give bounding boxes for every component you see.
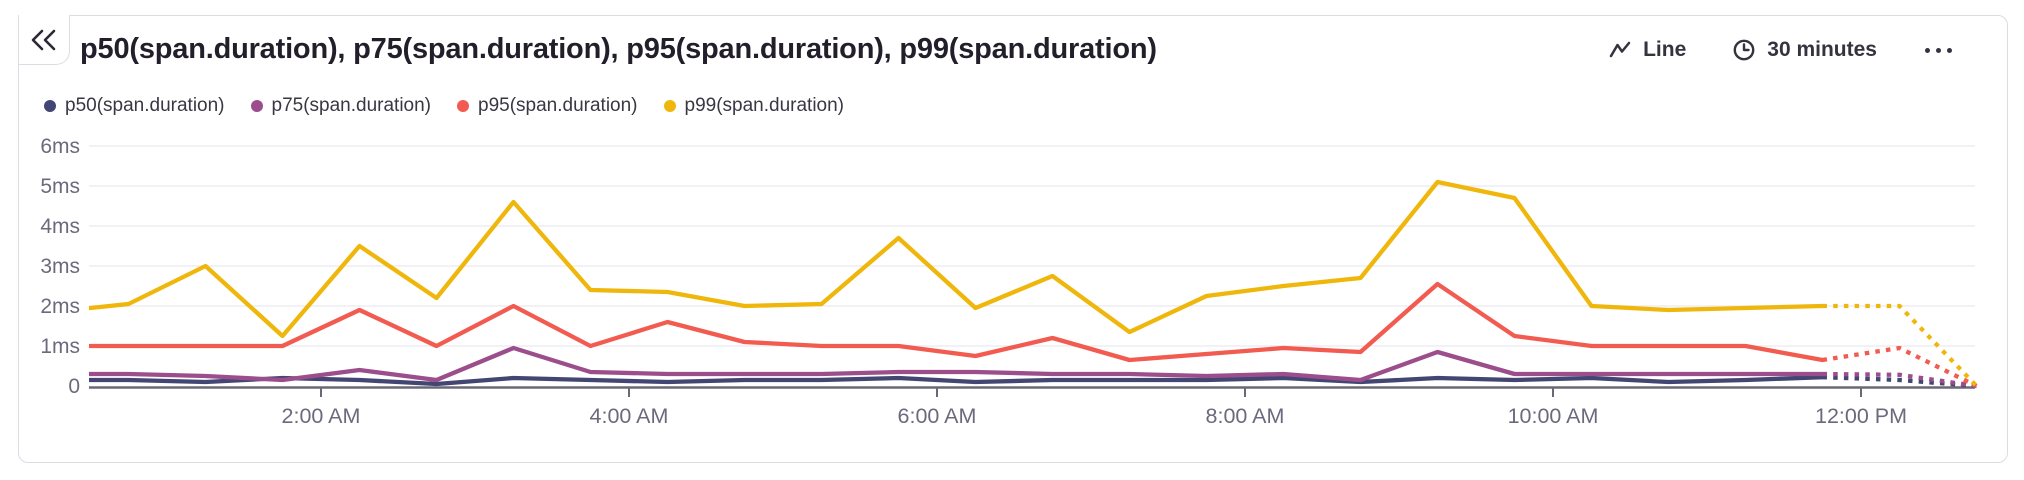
chart-area: 0 1ms 2ms 3ms 4ms 5ms 6ms 2:00 AM 4:00 AM 6:00 AM… — [18, 123, 2008, 443]
svg-text:3ms: 3ms — [40, 255, 80, 278]
svg-text:8:00 AM: 8:00 AM — [1206, 404, 1285, 428]
svg-text:6ms: 6ms — [40, 135, 80, 158]
svg-text:12:00 PM: 12:00 PM — [1815, 404, 1907, 428]
collapse-sidebar-button[interactable] — [18, 15, 70, 65]
svg-text:2:00 AM: 2:00 AM — [282, 404, 361, 428]
svg-text:10:00 AM: 10:00 AM — [1508, 404, 1599, 428]
chart-legend: p50(span.duration) p75(span.duration) p95(… — [44, 95, 844, 117]
legend-item-p99(span.duration)[interactable]: p99(span.duration) — [663, 95, 845, 117]
svg-text:1ms: 1ms — [40, 335, 80, 358]
line-p50(span.duration) — [89, 375, 1825, 387]
chart-title: p50(span.duration), p75(span.duration), … — [80, 33, 1157, 65]
line-p75(span.duration) — [89, 345, 1825, 383]
legend-item-p50(span.duration)[interactable]: p50(span.duration) — [44, 95, 225, 117]
svg-text:5ms: 5ms — [40, 175, 80, 198]
more-options-button[interactable] — [1923, 44, 1954, 57]
legend-dot-icon — [250, 100, 263, 112]
legend-dot-icon — [457, 100, 469, 112]
legend-label: p50(span.duration) — [65, 95, 225, 116]
line-dotted-p99(span.duration) — [1822, 303, 1979, 388]
svg-text:4:00 AM: 4:00 AM — [590, 404, 669, 428]
svg-text:4ms: 4ms — [40, 215, 80, 238]
svg-text:6:00 AM: 6:00 AM — [898, 404, 977, 428]
clock-icon — [1732, 38, 1756, 62]
chart-canvas[interactable]: 0 1ms 2ms 3ms 4ms 5ms 6ms 2:00 AM 4:00 AM 6:00 AM… — [18, 123, 2008, 438]
interval-button[interactable]: 30 minutes — [1732, 38, 1877, 62]
legend-dot-icon — [44, 100, 56, 112]
legend-item-p75(span.duration)[interactable]: p75(span.duration) — [250, 95, 432, 117]
header-controls: Line 30 minutes — [1609, 38, 1954, 62]
legend-item-p95(span.duration)[interactable]: p95(span.duration) — [457, 95, 638, 117]
ellipsis-icon — [1925, 47, 1930, 53]
line-dotted-p75(span.duration) — [1822, 371, 1977, 389]
line-p95(span.duration) — [89, 281, 1825, 363]
interval-label: 30 minutes — [1767, 38, 1877, 61]
legend-label: p99(span.duration) — [684, 95, 845, 116]
line-zigzag-icon — [1609, 39, 1632, 61]
svg-text:2ms: 2ms — [40, 295, 80, 318]
svg-text:0: 0 — [68, 375, 80, 398]
y-axis-labels: 0 1ms 2ms 3ms 4ms 5ms 6ms — [40, 135, 80, 398]
series-lines — [89, 179, 1979, 389]
legend-label: p95(span.duration) — [478, 95, 638, 116]
chart-type-button[interactable]: Line — [1609, 38, 1686, 62]
legend-label: p75(span.duration) — [271, 95, 432, 116]
chart-type-label: Line — [1643, 38, 1687, 61]
legend-dot-icon — [663, 100, 676, 112]
line-p99(span.duration) — [89, 179, 1825, 339]
double-chevron-left-icon — [27, 24, 61, 56]
x-axis: 2:00 AM 4:00 AM 6:00 AM 8:00 AM 10:00 AM 12:0… — [89, 386, 1975, 428]
line-dotted-p95(span.duration) — [1822, 345, 1978, 388]
